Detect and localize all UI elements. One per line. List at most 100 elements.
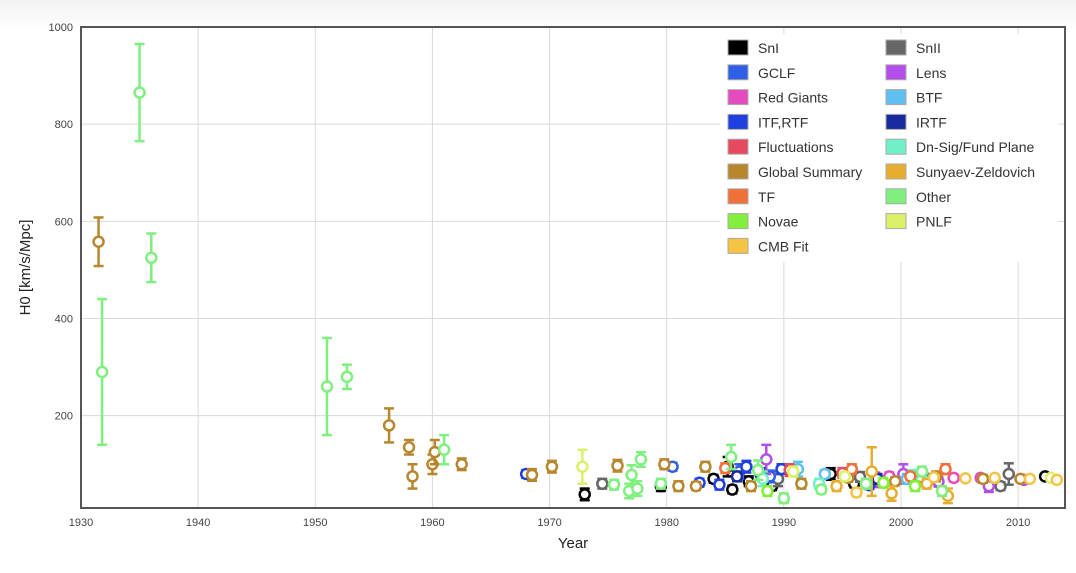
point-marker: [699, 460, 712, 473]
point-marker: [545, 460, 559, 473]
point-marker: [838, 470, 852, 483]
data-point: [724, 443, 738, 471]
data-point: [340, 363, 354, 391]
point-marker: [935, 484, 949, 498]
point-marker: [777, 492, 791, 505]
point-marker: [908, 479, 922, 493]
x-tick-label: 1990: [772, 517, 796, 529]
data-point: [382, 407, 396, 444]
point-marker: [611, 459, 624, 472]
point-marker: [713, 478, 726, 491]
point-marker: [976, 472, 990, 486]
point-marker: [689, 479, 703, 493]
data-point: [406, 463, 419, 490]
data-point: [92, 216, 105, 268]
data-point: [888, 475, 902, 488]
data-point: [545, 459, 559, 474]
legend-label: PNLF: [916, 214, 952, 230]
data-point: [525, 467, 539, 483]
data-point: [95, 297, 109, 447]
point-marker: [939, 462, 952, 476]
data-point: [320, 336, 334, 437]
point-marker: [744, 479, 758, 493]
data-point: [455, 457, 468, 472]
legend-item: BTF: [885, 89, 942, 106]
legend-item: Global Summary: [727, 163, 862, 180]
x-tick-label: 2000: [889, 517, 913, 529]
data-point: [935, 484, 949, 498]
series-sunyaev-zeldovich: [830, 446, 955, 505]
legend-item: Fluctuations: [727, 138, 833, 155]
point-marker: [402, 441, 416, 454]
data-points: [92, 42, 1064, 505]
point-marker: [406, 470, 419, 483]
y-tick-label: 600: [55, 216, 73, 228]
legend-label: Global Summary: [758, 164, 862, 180]
data-point: [611, 458, 624, 473]
data-point: [838, 470, 852, 483]
point-marker: [596, 477, 609, 490]
y-tick-label: 1000: [49, 22, 73, 34]
data-point: [777, 492, 791, 505]
point-marker: [786, 465, 800, 478]
point-marker: [95, 365, 109, 379]
data-point: [939, 462, 952, 476]
data-point: [1023, 472, 1037, 486]
data-point: [988, 471, 1001, 485]
point-marker: [607, 478, 621, 491]
data-point: [740, 459, 753, 474]
data-point: [607, 478, 621, 491]
plot-frame: [80, 26, 1066, 509]
point-marker: [904, 470, 917, 483]
point-marker: [859, 477, 873, 490]
legend-item: IRTF: [885, 113, 947, 130]
data-point: [689, 479, 703, 493]
legend-swatch: [727, 188, 749, 205]
point-marker: [927, 471, 941, 484]
point-marker: [740, 460, 753, 473]
legend-label: Sunyaev-Zeldovich: [916, 164, 1035, 180]
legend-swatch: [727, 138, 749, 155]
x-tick-label: 2010: [1006, 517, 1030, 529]
y-axis-label: H0 [km/s/Mpc]: [17, 220, 34, 316]
point-marker: [576, 460, 589, 473]
legend-swatch: [885, 89, 907, 106]
legend-label: ITF,RTF: [758, 114, 808, 130]
data-point: [428, 438, 442, 466]
data-point: [596, 477, 609, 490]
data-point: [578, 487, 591, 502]
point-marker: [818, 467, 832, 481]
point-marker: [92, 235, 105, 248]
point-marker: [625, 468, 638, 482]
data-point: [761, 484, 774, 498]
legend-swatch: [727, 64, 749, 81]
legend-label: IRTF: [916, 114, 947, 130]
point-marker: [1023, 472, 1037, 486]
data-point: [672, 479, 685, 493]
legend-label: Red Giants: [758, 90, 828, 106]
data-point: [437, 433, 451, 466]
data-point: [976, 472, 990, 486]
data-point: [850, 486, 863, 499]
legend-swatch: [885, 188, 907, 205]
x-tick-label: 1940: [186, 517, 210, 529]
legend-item: Sunyaev-Zeldovich: [885, 163, 1035, 180]
point-marker: [730, 470, 744, 483]
legend-swatch: [885, 163, 907, 180]
legend-label: SnI: [758, 40, 779, 56]
legend-item: Lens: [885, 64, 946, 81]
data-point: [658, 458, 671, 471]
x-tick-label: 1970: [537, 517, 561, 529]
data-point: [576, 448, 589, 485]
legend-item: SnI: [727, 39, 779, 56]
series-global-summary: [92, 216, 1027, 493]
x-tick-label: 1950: [303, 517, 327, 529]
series-snii: [596, 462, 1016, 493]
legend-swatch: [727, 163, 749, 180]
legend-item: GCLF: [727, 64, 795, 81]
legend-label: Lens: [916, 65, 946, 81]
point-marker: [340, 370, 354, 384]
point-marker: [994, 479, 1007, 493]
data-point: [830, 479, 843, 493]
y-tick-label: 400: [55, 314, 73, 326]
